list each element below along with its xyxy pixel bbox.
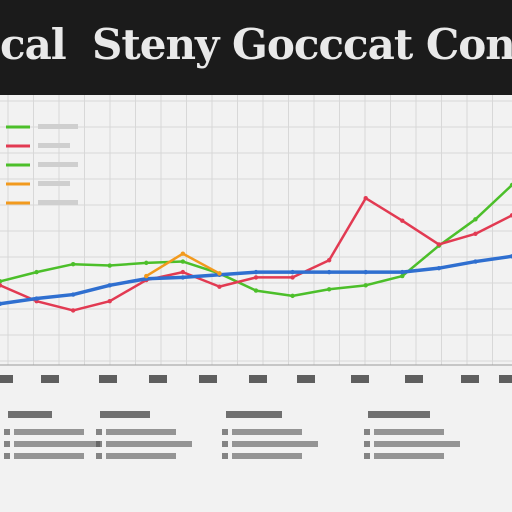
series-point — [363, 196, 368, 201]
series-point — [144, 260, 149, 266]
footer-line-placeholder — [14, 441, 100, 447]
series-point — [107, 283, 112, 288]
series-point — [253, 288, 259, 293]
series-point — [473, 259, 478, 264]
series-point — [436, 242, 442, 247]
legend-entry-placeholder — [38, 181, 70, 186]
footer-bullet — [364, 441, 370, 447]
series-point — [509, 213, 512, 218]
chart-series — [0, 182, 512, 313]
x-tick-mark — [499, 375, 512, 383]
x-tick-mark — [0, 375, 13, 383]
footer-bullet — [222, 429, 228, 435]
series-point — [217, 284, 222, 289]
chart-footer — [4, 411, 460, 459]
footer-heading-placeholder — [100, 411, 150, 418]
series-point — [400, 273, 405, 279]
legend-entry-placeholder — [38, 143, 70, 148]
x-tick-mark — [297, 375, 315, 383]
series-point — [107, 263, 112, 268]
x-tick-mark — [149, 375, 167, 383]
legend-entry-placeholder — [38, 200, 78, 205]
series-point — [326, 269, 332, 275]
footer-line-placeholder — [106, 429, 176, 435]
series-point — [0, 279, 3, 284]
chart-legend — [6, 124, 78, 205]
x-tick-mark — [249, 375, 267, 383]
line-chart — [0, 95, 512, 459]
series-point — [144, 273, 149, 279]
series-point — [34, 269, 39, 275]
series-point — [290, 293, 295, 299]
series-point — [217, 271, 222, 276]
series-point — [326, 287, 332, 292]
footer-heading-placeholder — [226, 411, 282, 418]
footer-heading-placeholder — [8, 411, 52, 418]
x-tick-mark — [405, 375, 423, 383]
series-point — [70, 262, 76, 267]
x-axis-ticks — [0, 375, 512, 383]
series-point — [253, 269, 259, 275]
page-title: Steny Gocccat Cong — [92, 20, 512, 69]
series-point — [70, 292, 76, 297]
footer-bullet — [222, 441, 228, 447]
series-point — [290, 275, 295, 280]
footer-bullet — [96, 429, 102, 435]
footer-line-placeholder — [374, 441, 460, 447]
series-point — [253, 275, 259, 280]
title-fragment: cal — [0, 20, 67, 69]
footer-bullet — [222, 453, 228, 459]
footer-line-placeholder — [106, 453, 176, 459]
footer-bullet — [96, 441, 102, 447]
x-tick-mark — [99, 375, 117, 383]
footer-bullet — [4, 453, 10, 459]
footer-line-placeholder — [14, 453, 84, 459]
footer-bullet — [364, 429, 370, 435]
series-point — [400, 218, 405, 223]
series-point — [436, 265, 442, 271]
series-point — [34, 296, 39, 301]
series-point — [107, 298, 112, 304]
series-point — [290, 269, 295, 275]
footer-line-placeholder — [232, 429, 302, 435]
series-point — [180, 251, 186, 256]
footer-bullet — [4, 441, 10, 447]
series-point — [180, 269, 186, 275]
series-point — [0, 283, 3, 288]
footer-bullet — [96, 453, 102, 459]
footer-bullet — [364, 453, 370, 459]
legend-entry-placeholder — [38, 124, 78, 129]
footer-line-placeholder — [14, 429, 84, 435]
footer-line-placeholder — [232, 441, 318, 447]
series-point — [180, 275, 186, 280]
footer-line-placeholder — [374, 453, 444, 459]
series-point — [509, 182, 512, 188]
footer-bullet — [4, 429, 10, 435]
footer-line-placeholder — [106, 441, 192, 447]
series-point — [473, 217, 478, 222]
footer-line-placeholder — [374, 429, 444, 435]
x-tick-mark — [199, 375, 217, 383]
series-point — [326, 258, 332, 263]
x-tick-mark — [41, 375, 59, 383]
x-tick-mark — [461, 375, 479, 383]
footer-heading-placeholder — [368, 411, 430, 418]
series-point — [0, 301, 3, 306]
series-point — [363, 283, 368, 288]
x-tick-mark — [351, 375, 369, 383]
chart-grid — [0, 95, 512, 366]
chart-panel — [0, 95, 512, 512]
series-point — [363, 269, 368, 275]
title-bar: cal Steny Gocccat Cong — [0, 0, 512, 86]
series-point — [70, 308, 76, 313]
series-point — [180, 259, 186, 264]
footer-line-placeholder — [232, 453, 302, 459]
series-point — [509, 254, 512, 259]
series-point — [400, 269, 405, 275]
legend-entry-placeholder — [38, 162, 78, 167]
series-point — [473, 231, 478, 237]
